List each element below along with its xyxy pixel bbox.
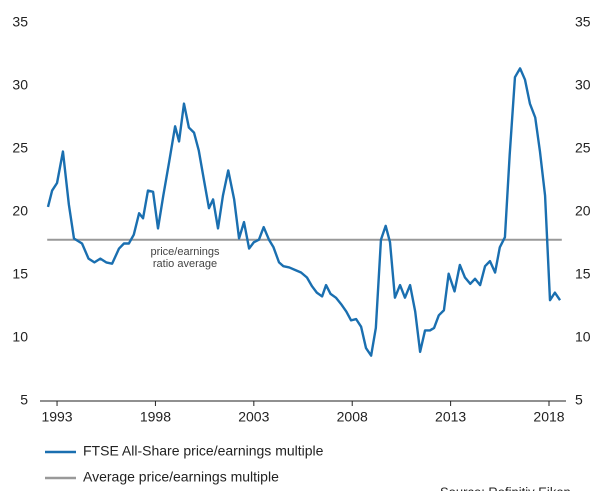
y2-tick-label: 5 xyxy=(575,392,583,408)
y2-tick-label: 35 xyxy=(575,14,591,30)
y-tick-label: 15 xyxy=(12,266,28,282)
x-tick-label: 2008 xyxy=(337,409,368,425)
x-tick-label: 1998 xyxy=(140,409,171,425)
x-tick-label: 2003 xyxy=(238,409,269,425)
y-tick-label: 5 xyxy=(20,392,28,408)
annotation: ratio average xyxy=(153,258,217,270)
y2-tick-label: 25 xyxy=(575,140,591,156)
x-tick-label: 2013 xyxy=(435,409,466,425)
y-tick-label: 10 xyxy=(12,329,28,345)
x-tick-label: 2018 xyxy=(533,409,564,425)
series-line xyxy=(46,67,562,357)
y2-tick-label: 10 xyxy=(575,329,591,345)
y-tick-label: 25 xyxy=(12,140,28,156)
y2-tick-label: 20 xyxy=(575,203,591,219)
source: Source: Refinitiv Eikon xyxy=(440,484,571,491)
x-tick-label: 1993 xyxy=(41,409,72,425)
legend-label: Average price/earnings multiple xyxy=(83,469,279,485)
y-tick-label: 20 xyxy=(12,203,28,219)
y-tick-label: 30 xyxy=(12,77,28,93)
y2-tick-label: 30 xyxy=(575,77,591,93)
y-tick-label: 35 xyxy=(12,14,28,30)
y2-tick-label: 15 xyxy=(575,266,591,282)
annotation: price/earnings xyxy=(150,246,220,258)
legend-label: FTSE All-Share price/earnings multiple xyxy=(83,443,324,459)
